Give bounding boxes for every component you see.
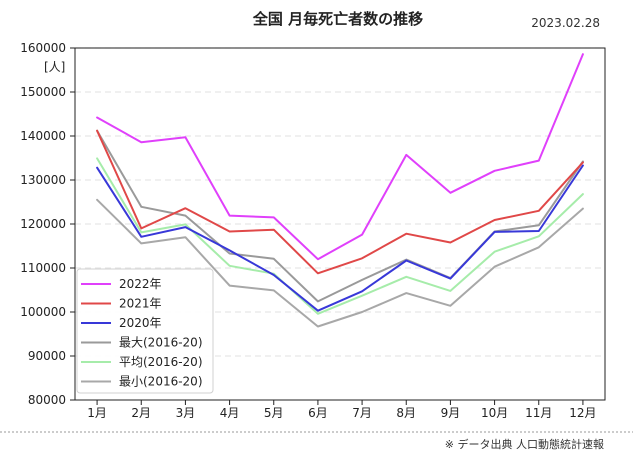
y-axis-ticks: 80000 90000 100000 110000 120000 130000 140000… <box>20 41 75 407</box>
x-tick-label: 1月 <box>87 406 107 420</box>
y-tick-label: 110000 <box>20 261 66 275</box>
x-tick-label: 3月 <box>176 406 196 420</box>
chart-date: 2023.02.28 <box>531 16 600 30</box>
x-axis-ticks: 1月 2月 3月 4月 5月 6月 7月 8月 9月 10月 11月 12月 <box>87 400 597 420</box>
x-tick-label: 6月 <box>308 406 328 420</box>
legend-label: 最小(2016-20) <box>119 375 203 389</box>
y-tick-label: 150000 <box>20 85 66 99</box>
x-tick-label: 2月 <box>131 406 151 420</box>
series-lines <box>96 53 584 328</box>
chart-title: 全国 月毎死亡者数の推移 <box>252 10 423 28</box>
series-line <box>96 157 584 315</box>
x-tick-label: 7月 <box>352 406 372 420</box>
y-tick-label: 100000 <box>20 305 66 319</box>
series-line <box>96 198 584 328</box>
legend-label: 平均(2016-20) <box>119 355 203 369</box>
x-tick-label: 11月 <box>525 406 552 420</box>
x-tick-label: 12月 <box>569 406 596 420</box>
legend-label: 2021年 <box>119 297 162 311</box>
legend-label: 最大(2016-20) <box>119 336 203 350</box>
y-tick-label: 130000 <box>20 173 66 187</box>
series-line <box>96 53 584 261</box>
y-tick-label: 160000 <box>20 41 66 55</box>
x-tick-label: 9月 <box>441 406 461 420</box>
x-tick-label: 10月 <box>481 406 508 420</box>
y-tick-label: 140000 <box>20 129 66 143</box>
y-tick-label: 120000 <box>20 217 66 231</box>
series-line <box>96 129 584 303</box>
plot-frame <box>74 47 606 401</box>
legend-label: 2022年 <box>119 277 162 291</box>
legend-label: 2020年 <box>119 316 162 330</box>
series-line <box>96 129 584 275</box>
x-tick-label: 5月 <box>264 406 284 420</box>
y-tick-label: 80000 <box>28 393 66 407</box>
data-source-note: ※ データ出典 人口動態統計速報 <box>445 437 604 451</box>
series-line <box>96 164 584 312</box>
x-tick-label: 8月 <box>396 406 416 420</box>
y-axis-unit-label: [人] <box>44 60 65 74</box>
axes <box>74 47 606 401</box>
x-tick-label: 4月 <box>220 406 240 420</box>
y-tick-label: 90000 <box>28 349 66 363</box>
